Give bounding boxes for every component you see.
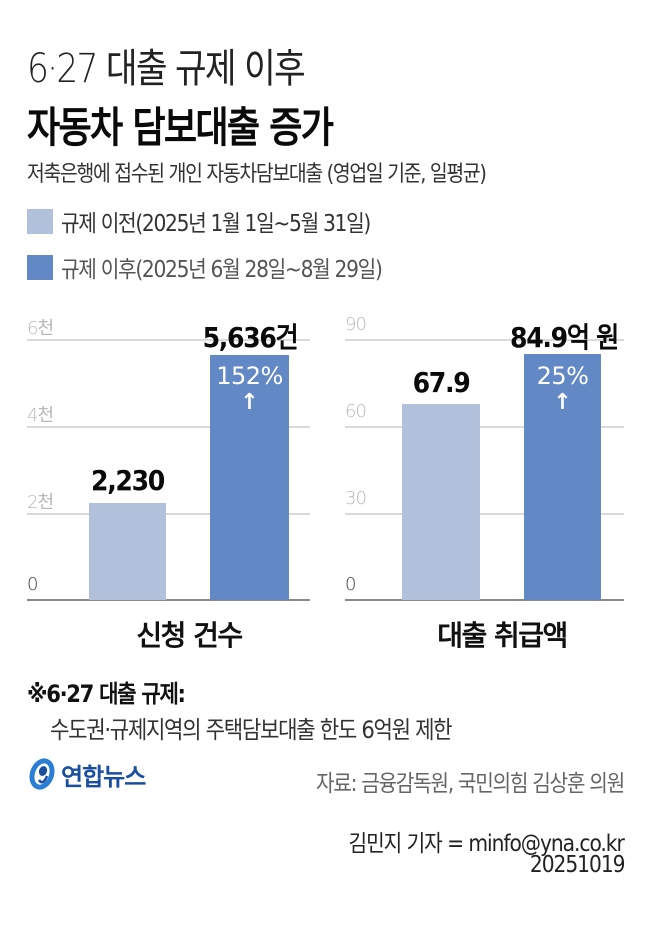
ytick-0: 0: [345, 574, 356, 595]
arrow-up-icon: ↑: [240, 390, 259, 415]
bar-loan-after: [524, 354, 601, 600]
ytick-90: 90: [345, 314, 367, 335]
credit: 김민지 기자 = minfo@yna.co.kr: [348, 831, 625, 857]
title-line1: 6·27 대출 규제 이후: [27, 46, 306, 92]
source: 자료: 금융감독원, 국민의힘 김상훈 의원: [316, 771, 625, 797]
legend-item-before: 규제 이전(2025년 1월 1일~5월 31일): [27, 207, 412, 237]
gridline-4000: [27, 426, 310, 428]
baseline: [345, 599, 624, 601]
legend-item-after: 규제 이후(2025년 6월 28일~8월 29일): [27, 253, 425, 283]
legend-swatch-before: [27, 208, 53, 234]
gridline-90: [345, 339, 624, 341]
yonhap-logo: 연합뉴스: [27, 756, 146, 792]
ytick-2000: 2천: [27, 492, 54, 513]
change-loan: 25%: [536, 362, 589, 390]
ytick-30: 30: [345, 488, 367, 509]
legend-label-before: 규제 이전(2025년 1월 1일~5월 31일): [61, 211, 371, 237]
arrow-up-icon: ↑: [553, 390, 572, 415]
gridline-60: [345, 426, 624, 428]
bar-loan-before: [402, 404, 480, 600]
note-body: 수도권·규제지역의 주택담보대출 한도 6억원 제한: [50, 716, 453, 744]
baseline: [27, 599, 310, 601]
ytick-0: 0: [27, 574, 38, 595]
title-line2: 자동차 담보대출 증가: [27, 103, 334, 152]
value-loan-before: 67.9: [412, 366, 471, 399]
subtitle: 저축은행에 접수된 개인 자동차담보대출 (영업일 기준, 일평균): [27, 162, 487, 187]
value-applications-after: 5,636건: [202, 321, 299, 354]
axis-title-applications: 신청 건수: [136, 619, 243, 652]
axis-title-loan: 대출 취급액: [437, 619, 568, 652]
gridline-6000: [27, 339, 310, 341]
date: 20251019: [529, 852, 625, 878]
ytick-4000: 4천: [27, 405, 54, 426]
bar-applications-before: [89, 503, 166, 600]
gridline-2000: [27, 513, 310, 515]
ytick-60: 60: [345, 401, 367, 422]
value-applications-before: 2,230: [91, 464, 165, 497]
note-title: ※6·27 대출 규제:: [27, 680, 186, 708]
legend-swatch-after: [27, 254, 53, 280]
bar-applications-after: [210, 355, 289, 600]
ytick-6000: 6천: [27, 318, 54, 339]
logo-text: 연합뉴스: [61, 762, 146, 791]
value-loan-after: 84.9억 원: [510, 321, 619, 354]
gridline-30: [345, 513, 624, 515]
yonhap-logo-icon: [29, 758, 55, 790]
change-applications: 152%: [216, 362, 283, 390]
legend-label-after: 규제 이후(2025년 6월 28일~8월 29일): [61, 257, 383, 283]
